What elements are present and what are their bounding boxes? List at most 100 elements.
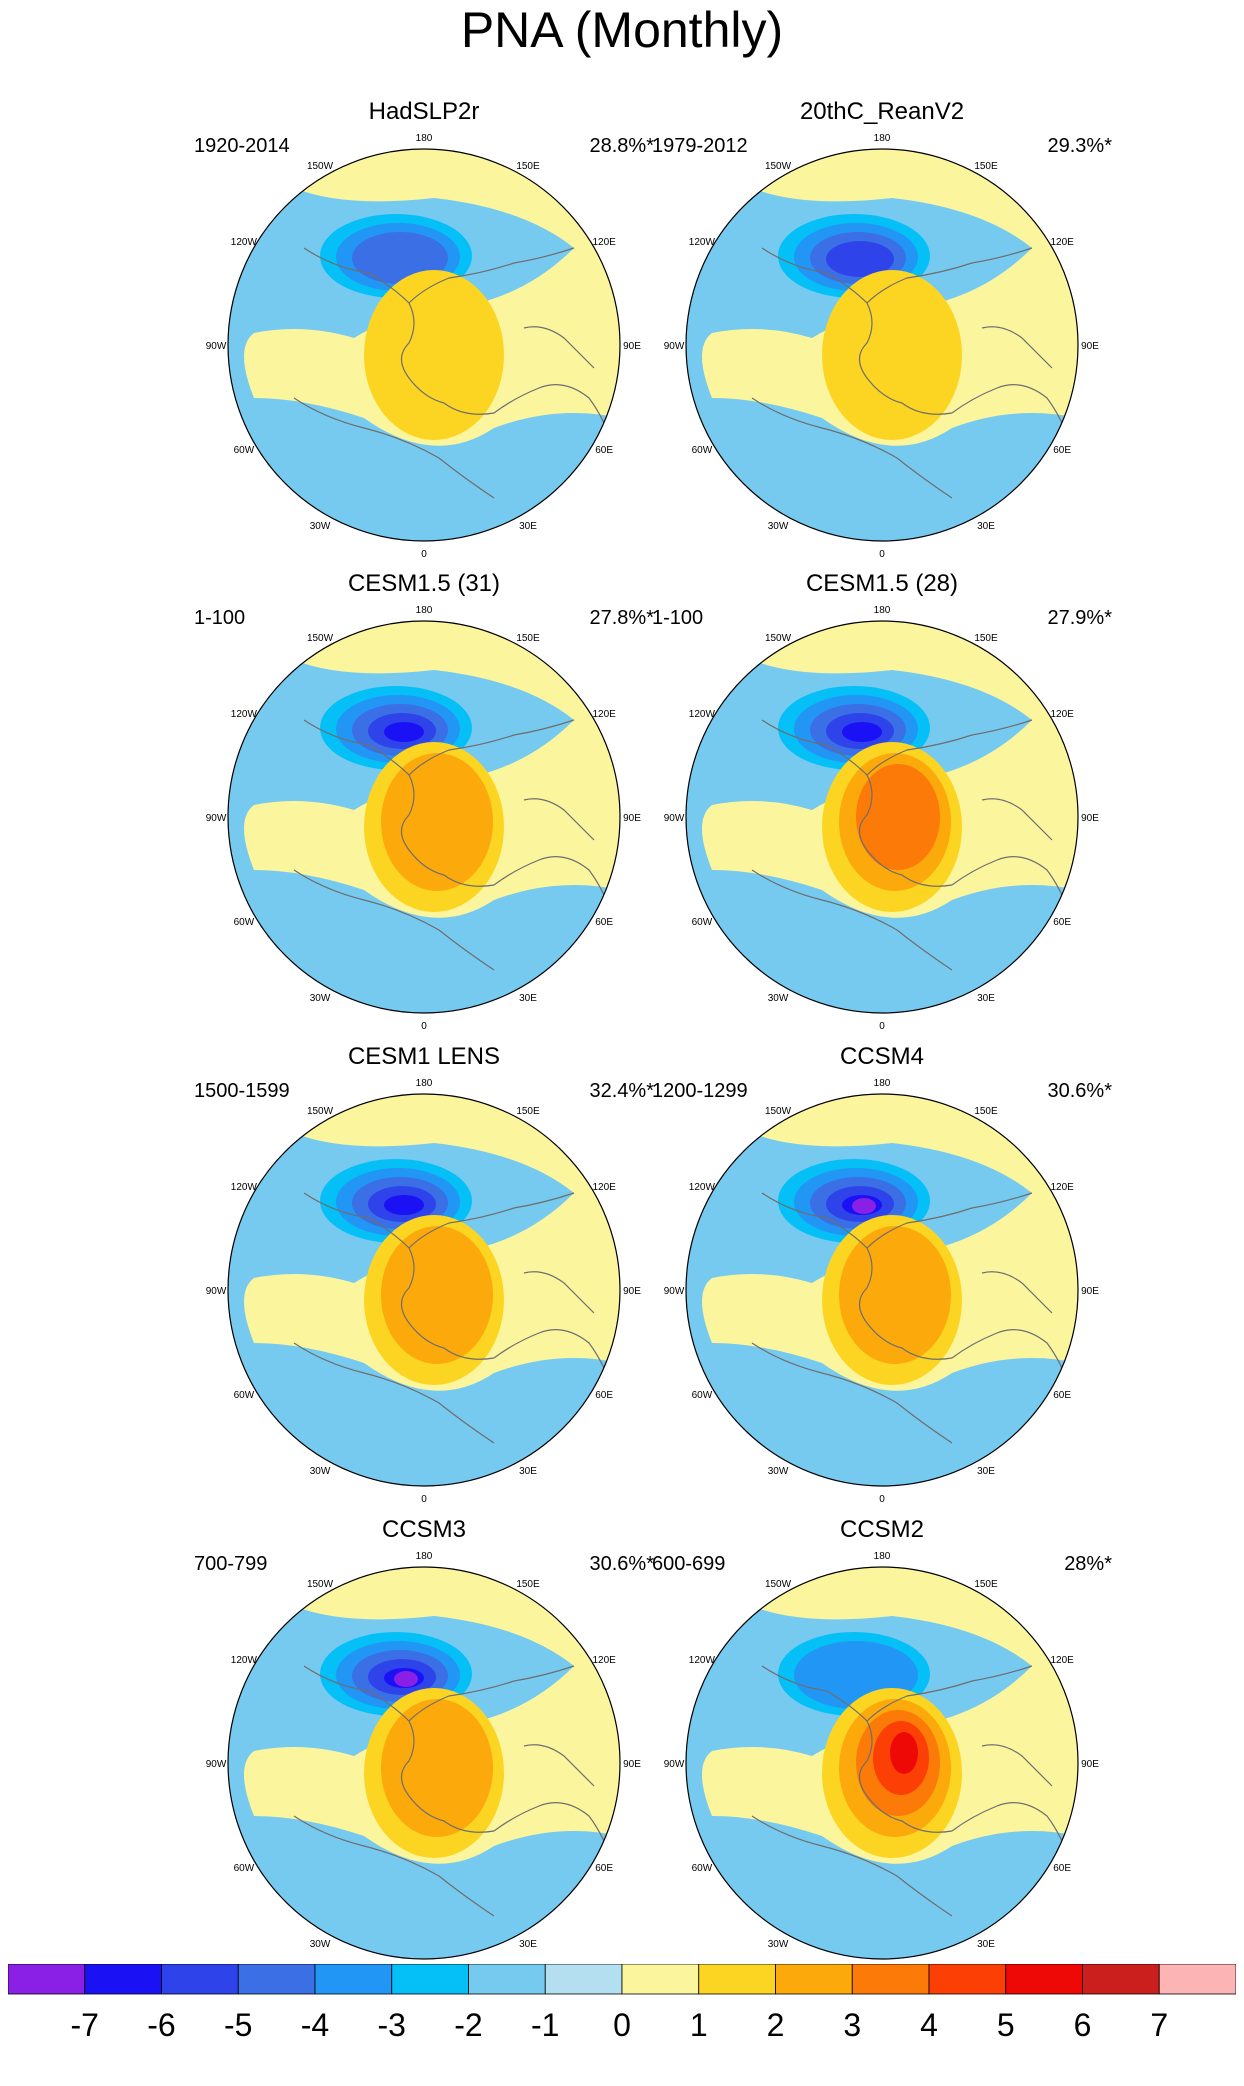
coastlines	[293, 247, 615, 499]
panel-years: 1920-2014	[194, 135, 290, 157]
longitude-label: 180	[874, 1078, 891, 1089]
panel-variance: 32.4%*	[589, 1080, 655, 1102]
coastline	[858, 774, 953, 887]
longitude-label: 120W	[231, 1655, 258, 1666]
colorbar-swatch	[851, 1964, 930, 1995]
contour-negative	[384, 1195, 424, 1215]
longitude-label: 120E	[1050, 1182, 1074, 1193]
panel-title: CESM1.5 (31)	[347, 570, 501, 597]
map-outline	[227, 620, 621, 1014]
longitude-label: 90E	[623, 1286, 641, 1297]
coastline	[751, 869, 953, 971]
colorbar-tick-label: -3	[378, 2007, 406, 2043]
longitude-label: 90W	[664, 1286, 685, 1297]
map-panel: CESM1.5 (28) 1-100 27.9%* 180 150E 120E 90E 60E…	[652, 570, 1112, 1030]
colorbar-swatch	[8, 1964, 86, 1995]
colorbar-swatch	[391, 1964, 469, 1995]
coastline	[858, 1247, 953, 1360]
longitude-label: 60W	[234, 445, 255, 456]
map-outline	[685, 148, 1079, 542]
colorbar: -7 -6 -5 -4 -3 -2 -1 0 1 2 3 4 5 6 7	[8, 1964, 1236, 2043]
longitude-label: 60W	[692, 917, 713, 928]
longitude-label: 60E	[1053, 917, 1071, 928]
panel-title: CESM1 LENS	[347, 1043, 501, 1070]
map-panel: 20thC_ReanV2 1979-2012 29.3%* 180 150E 120E 90…	[652, 98, 1112, 558]
longitude-label: 120E	[592, 1182, 616, 1193]
longitude-label: 30E	[977, 1939, 995, 1950]
longitude-label: 30E	[977, 1466, 995, 1477]
contour-negative	[384, 722, 424, 742]
coastlines	[293, 1665, 615, 1917]
longitude-label: 60W	[692, 1863, 713, 1874]
contour-band	[228, 1567, 620, 1864]
longitude-label: 60W	[234, 917, 255, 928]
coastline	[761, 1192, 1033, 1249]
coastline	[761, 247, 1033, 304]
longitude-label: 120W	[231, 1182, 258, 1193]
longitude-label: 60W	[234, 1863, 255, 1874]
colorbar-tick-label: -4	[301, 2007, 329, 2043]
colorbar-tick-label: 4	[920, 2007, 938, 2043]
colorbar-tick-label: 1	[690, 2007, 708, 2043]
longitude-label: 30E	[519, 521, 537, 532]
panel-title: HadSLP2r	[368, 98, 480, 125]
longitude-label: 120E	[1050, 237, 1074, 248]
panel-years: 1979-2012	[652, 135, 748, 157]
coastline	[303, 1665, 575, 1722]
coastline	[523, 798, 595, 841]
coastline	[751, 1815, 953, 1917]
colorbar-tick-label: -7	[71, 2007, 99, 2043]
longitude-label: 150E	[516, 633, 540, 644]
longitude-label: 120W	[231, 237, 258, 248]
colorbar-swatch	[1005, 1964, 1083, 1995]
longitude-label: 0	[879, 549, 885, 558]
longitude-label: 90E	[1081, 1286, 1099, 1297]
colorbar-swatch	[621, 1964, 700, 1995]
coastline	[493, 856, 615, 921]
longitude-label: 90W	[206, 341, 227, 352]
longitude-label: 30E	[519, 1466, 537, 1477]
map-panel: CCSM3700-79930.6%*180150E120E90E60E30E03…	[194, 1516, 654, 1976]
map-outline	[685, 1093, 1079, 1487]
colorbar-tick-label: 0	[613, 2007, 631, 2043]
colorbar-swatch	[1158, 1964, 1236, 1995]
longitude-label: 0	[421, 1494, 427, 1503]
coastline	[293, 869, 495, 971]
contour-band	[228, 149, 620, 446]
contour-negative	[826, 241, 894, 277]
longitude-label: 120E	[592, 709, 616, 720]
coastline	[523, 1744, 595, 1787]
longitude-label: 60E	[1053, 1863, 1071, 1874]
longitude-label: 90E	[1081, 341, 1099, 352]
longitude-label: 150W	[765, 1106, 792, 1117]
coastline	[303, 719, 575, 776]
map-panel: HadSLP2r 1920-2014 28.8%* 180 150E 120E 90E 60E…	[194, 98, 654, 558]
contour-band	[686, 149, 1078, 446]
panel-variance: 30.6%*	[589, 1553, 655, 1575]
longitude-label: 180	[874, 133, 891, 144]
panel-years: 600-699	[652, 1553, 726, 1575]
longitude-label: 30E	[519, 1939, 537, 1950]
map-outline	[685, 1566, 1079, 1960]
coastline	[293, 397, 495, 499]
longitude-label: 120W	[689, 709, 716, 720]
longitude-label: 150E	[974, 161, 998, 172]
contour-band	[686, 1094, 1078, 1391]
longitude-label: 0	[421, 549, 427, 558]
longitude-label: 30W	[768, 1939, 789, 1950]
coastline	[981, 326, 1053, 369]
colorbar-tick-label: -1	[531, 2007, 559, 2043]
longitude-label: 60W	[692, 445, 713, 456]
map-panel: CCSM4 1200-1299 30.6%* 180 150E 120E 90E 60E 30E…	[652, 1043, 1112, 1503]
coastline	[400, 302, 495, 415]
coastline	[493, 1329, 615, 1394]
longitude-label: 120E	[592, 1655, 616, 1666]
longitude-label: 90W	[664, 813, 685, 824]
panel-title: CESM1.5 (28)	[805, 570, 959, 597]
panel-variance: 30.6%*	[1047, 1080, 1113, 1102]
contour-band	[686, 1567, 1078, 1864]
coastline	[400, 774, 495, 887]
longitude-label: 90E	[1081, 1759, 1099, 1770]
